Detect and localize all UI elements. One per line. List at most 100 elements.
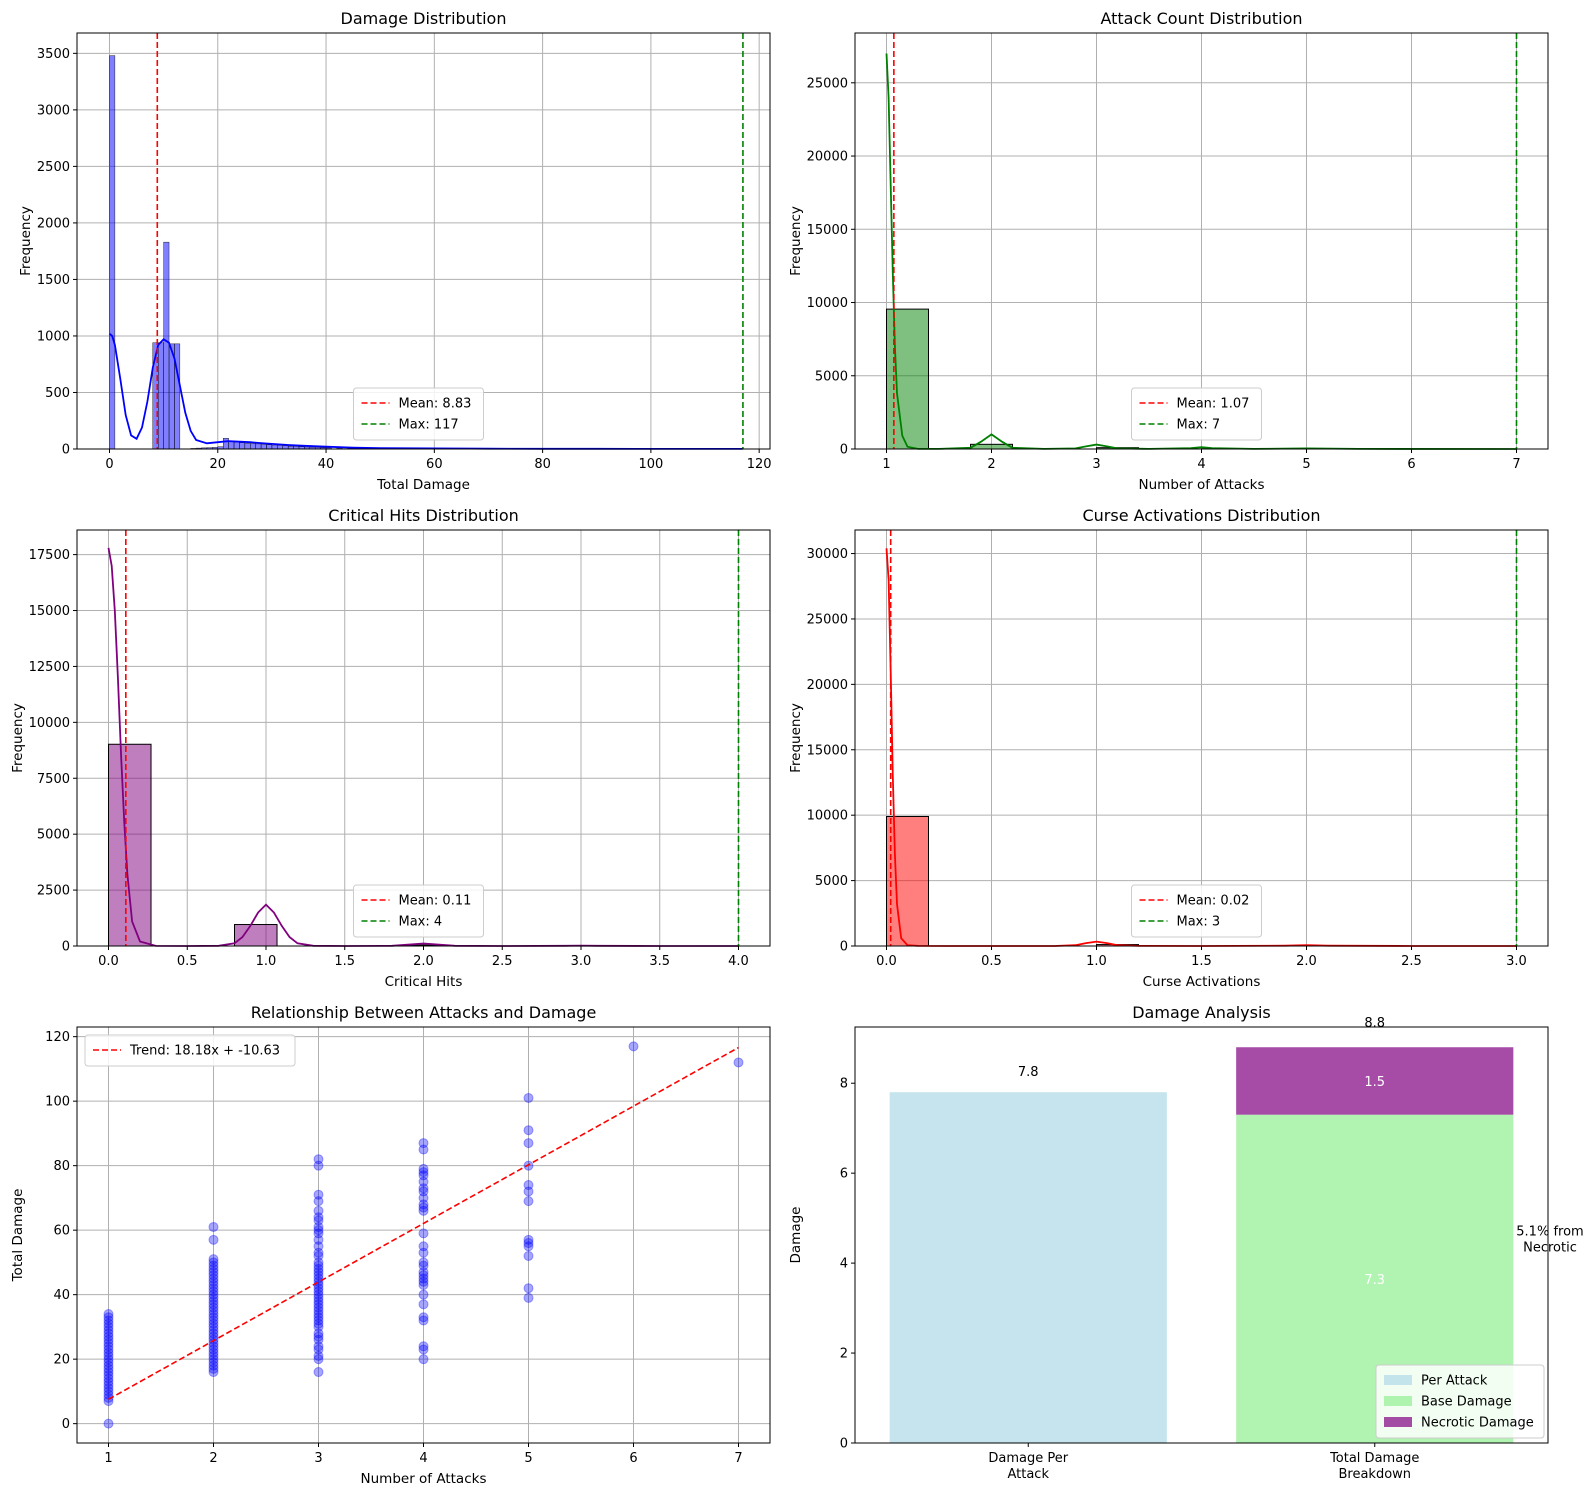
scatter-point	[418, 1138, 429, 1149]
scatter-point	[313, 1296, 324, 1307]
scatter-point	[103, 1321, 114, 1332]
scatter-point	[313, 1189, 324, 1200]
scatter-point	[418, 1241, 429, 1252]
histogram-bar	[168, 343, 175, 450]
scatter-point	[208, 1296, 219, 1307]
legend	[353, 387, 484, 441]
legend-entry: Max: 117	[399, 418, 459, 433]
scatter-point	[418, 1205, 429, 1216]
chart-title: Critical Hits Distribution	[328, 506, 519, 525]
legend	[1375, 1364, 1545, 1439]
panel-0: 0 20 40 60 80 100 120 0 500 1000 1500 2000 2500 3000 3…	[18, 9, 772, 493]
y-tick-label: 8	[840, 1077, 848, 1092]
y-tick-label: 25000	[807, 76, 848, 91]
y-tick-label: 17500	[29, 548, 70, 563]
scatter-point	[418, 1279, 429, 1290]
scatter-point	[523, 1092, 534, 1103]
x-tick-label: 2.0	[413, 954, 434, 969]
scatter-point	[313, 1212, 324, 1223]
scatter-point	[103, 1373, 114, 1384]
scatter-point	[313, 1270, 324, 1281]
scatter-point	[103, 1370, 114, 1381]
x-tick-label: 3.0	[1506, 954, 1527, 969]
scatter-point	[208, 1325, 219, 1336]
histogram-bar	[886, 308, 929, 450]
y-tick-label: 25000	[807, 612, 848, 627]
y-tick-label: 4	[840, 1257, 848, 1272]
y-tick-label: 12500	[29, 660, 70, 675]
scatter-point	[523, 1250, 534, 1261]
scatter-point	[313, 1154, 324, 1165]
y-tick-label: 10000	[807, 809, 848, 824]
scatter-point	[208, 1302, 219, 1313]
y-tick-label: 60	[53, 1224, 70, 1239]
scatter-point	[103, 1331, 114, 1342]
scatter-point	[103, 1334, 114, 1345]
histogram-bar	[222, 438, 229, 450]
y-tick-label: 2000	[37, 216, 70, 231]
scatter-point	[418, 1267, 429, 1278]
y-tick-label: 0	[840, 1437, 848, 1452]
x-tick-label: 0.5	[177, 954, 198, 969]
scatter-point	[418, 1192, 429, 1203]
x-tick-label: 7	[1512, 457, 1520, 472]
necrotic-annotation: 5.1% from	[1516, 1225, 1583, 1240]
x-tick-label: 0	[105, 457, 113, 472]
x-axis-label: Curse Activations	[1143, 974, 1261, 990]
histogram-bar	[158, 342, 164, 450]
y-tick-label: 3500	[37, 47, 70, 62]
y-tick-label: 30000	[807, 547, 848, 562]
x-tick-label: 0.5	[981, 954, 1002, 969]
scatter-point	[208, 1263, 219, 1274]
scatter-point	[208, 1234, 219, 1245]
scatter-point	[418, 1183, 429, 1194]
scatter-point	[313, 1331, 324, 1342]
legend	[1131, 884, 1262, 938]
scatter-point	[208, 1273, 219, 1284]
scatter-point	[313, 1354, 324, 1365]
y-tick-label: 120	[45, 1030, 70, 1045]
scatter-point	[418, 1199, 429, 1210]
chart-title: Damage Analysis	[1132, 1003, 1271, 1022]
scatter-point	[313, 1260, 324, 1271]
scatter-point	[208, 1257, 219, 1268]
scatter-point	[103, 1347, 114, 1358]
scatter-point	[418, 1270, 429, 1281]
y-axis-label: Frequency	[10, 703, 26, 773]
bar-per-attack	[889, 1092, 1167, 1443]
x-tick-label: 7	[734, 1451, 742, 1466]
scatter-point	[418, 1202, 429, 1213]
histogram-bar	[886, 815, 929, 947]
scatter-point	[418, 1315, 429, 1326]
scatter-point	[418, 1299, 429, 1310]
kde-line	[108, 333, 743, 450]
scatter-point	[208, 1363, 219, 1374]
scatter-point	[523, 1186, 534, 1197]
x-tick-label: 1.5	[334, 954, 355, 969]
scatter-point	[313, 1318, 324, 1329]
scatter-point	[418, 1276, 429, 1287]
scatter-point	[313, 1196, 324, 1207]
scatter-point	[418, 1247, 429, 1258]
y-tick-label: 6	[840, 1167, 848, 1182]
scatter-point	[208, 1312, 219, 1323]
scatter-point	[523, 1196, 534, 1207]
scatter-point	[103, 1376, 114, 1387]
data-label: 7.3	[1364, 1273, 1385, 1288]
legend	[353, 884, 484, 938]
x-tick-label: 2	[209, 1451, 217, 1466]
category-label: Total Damage	[1329, 1451, 1419, 1466]
plot-frame	[854, 1026, 1549, 1444]
y-tick-label: 20	[53, 1353, 70, 1368]
x-tick-label: 1	[104, 1451, 112, 1466]
category-label: Attack	[1007, 1467, 1049, 1482]
y-tick-label: 5000	[815, 874, 848, 889]
scatter-point	[208, 1357, 219, 1368]
scatter-point	[313, 1309, 324, 1320]
scatter-point	[523, 1125, 534, 1136]
scatter-point	[103, 1392, 114, 1403]
y-tick-label: 20000	[807, 150, 848, 165]
x-tick-label: 1.0	[1086, 954, 1107, 969]
data-label: 7.8	[1018, 1065, 1039, 1080]
